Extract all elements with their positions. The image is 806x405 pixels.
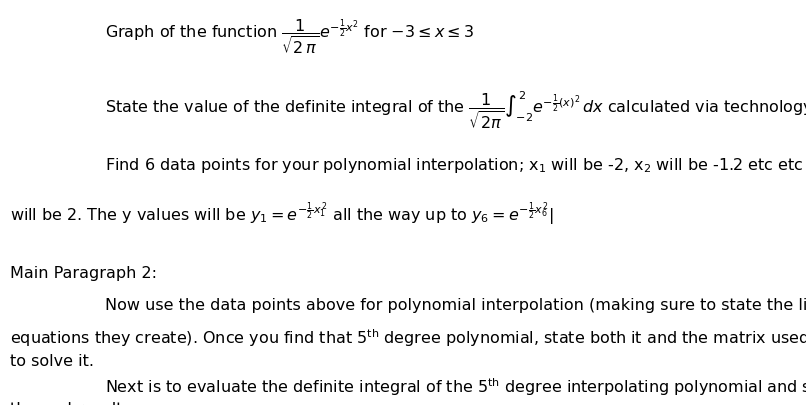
Text: State the value of the definite integral of the $\dfrac{1}{\sqrt{2\pi}}\int_{-2}: State the value of the definite integral… (105, 89, 806, 131)
Text: the end result.: the end result. (10, 401, 128, 405)
Text: Main Paragraph 2:: Main Paragraph 2: (10, 265, 157, 280)
Text: will be 2. The y values will be $y_1 = e^{-\frac{1}{2}x_1^{\,2}}$ all the way up: will be 2. The y values will be $y_1 = e… (10, 200, 555, 228)
Text: Find 6 data points for your polynomial interpolation; x$_1$ will be -2, x$_2$ wi: Find 6 data points for your polynomial i… (105, 156, 806, 175)
Text: Now use the data points above for polynomial interpolation (making sure to state: Now use the data points above for polyno… (105, 298, 806, 313)
Text: Graph of the function $\dfrac{1}{\sqrt{2\,\pi}}e^{-\frac{1}{2}x^2}$ for $-3 \leq: Graph of the function $\dfrac{1}{\sqrt{2… (105, 18, 474, 57)
Text: equations they create). Once you find that 5$^{\mathrm{th}}$ degree polynomial, : equations they create). Once you find th… (10, 326, 806, 347)
Text: Next is to evaluate the definite integral of the 5$^{\mathrm{th}}$ degree interp: Next is to evaluate the definite integra… (105, 375, 806, 397)
Text: to solve it.: to solve it. (10, 353, 94, 368)
